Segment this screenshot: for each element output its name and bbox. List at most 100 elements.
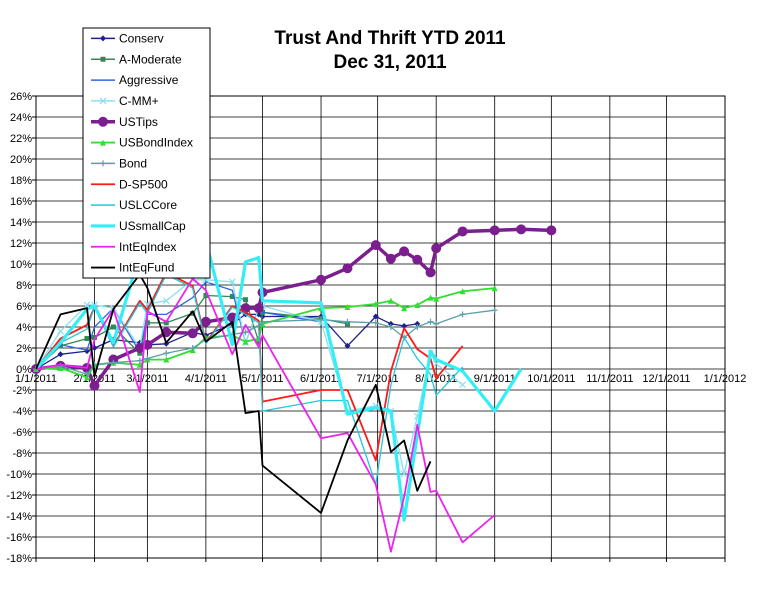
data-point bbox=[200, 316, 211, 327]
data-point bbox=[163, 320, 169, 326]
data-point bbox=[459, 288, 466, 295]
data-point bbox=[203, 293, 209, 298]
legend-item: D-SP500 bbox=[91, 177, 168, 191]
data-point bbox=[163, 350, 170, 357]
data-point bbox=[144, 355, 151, 362]
y-tick-label: -18% bbox=[6, 553, 32, 565]
data-point bbox=[370, 240, 381, 251]
data-point bbox=[187, 328, 198, 339]
data-point bbox=[433, 295, 440, 302]
data-point bbox=[546, 225, 557, 236]
data-point bbox=[433, 320, 440, 327]
data-point bbox=[100, 160, 106, 167]
series-line bbox=[35, 313, 418, 370]
data-point bbox=[92, 335, 98, 340]
legend-label: A-Moderate bbox=[119, 52, 182, 66]
data-point bbox=[256, 339, 262, 345]
data-point bbox=[162, 297, 170, 305]
data-point bbox=[459, 311, 466, 318]
y-tick-label: -8% bbox=[12, 448, 32, 460]
legend-label: IntEqIndex bbox=[119, 240, 176, 254]
data-point bbox=[372, 313, 379, 320]
data-point bbox=[427, 294, 434, 301]
series-inteqindex bbox=[35, 277, 496, 553]
data-point bbox=[100, 139, 106, 146]
data-point bbox=[516, 224, 527, 235]
y-tick-label: 20% bbox=[10, 154, 32, 166]
data-point bbox=[100, 35, 106, 42]
data-point bbox=[253, 303, 264, 314]
x-tick-label: 1/1/2012 bbox=[704, 373, 747, 385]
x-tick-label: 4/1/2011 bbox=[185, 373, 227, 385]
data-point bbox=[110, 359, 117, 366]
series-ustips bbox=[31, 224, 557, 391]
data-point bbox=[98, 116, 108, 127]
data-point bbox=[137, 350, 143, 356]
y-tick-label: 12% bbox=[10, 238, 32, 250]
y-tick-label: 8% bbox=[16, 280, 32, 292]
y-tick-label: 4% bbox=[16, 322, 32, 334]
x-tick-label: 6/1/2011 bbox=[300, 373, 342, 385]
data-point bbox=[259, 318, 266, 325]
data-point bbox=[387, 297, 394, 304]
data-point bbox=[136, 361, 143, 368]
data-point bbox=[387, 320, 394, 327]
data-point bbox=[83, 374, 90, 381]
data-point bbox=[489, 225, 500, 236]
x-tick-label: 10/1/2011 bbox=[527, 373, 575, 385]
y-tick-label: 18% bbox=[10, 175, 32, 187]
data-point bbox=[372, 300, 379, 307]
data-point bbox=[344, 318, 351, 325]
data-point bbox=[385, 253, 396, 264]
data-point bbox=[427, 318, 434, 325]
y-tick-label: 24% bbox=[10, 112, 32, 124]
data-point bbox=[412, 254, 423, 265]
x-tick-label: 5/1/2011 bbox=[242, 373, 284, 385]
data-point bbox=[242, 329, 249, 336]
series-group bbox=[31, 217, 557, 553]
data-point bbox=[189, 345, 196, 351]
data-point bbox=[242, 338, 249, 345]
data-point bbox=[57, 327, 64, 335]
legend-label: IntEqFund bbox=[119, 261, 174, 275]
data-point bbox=[99, 97, 107, 105]
y-tick-label: -12% bbox=[6, 490, 32, 502]
data-point bbox=[229, 294, 235, 300]
y-tick-label: 10% bbox=[10, 259, 32, 271]
data-point bbox=[344, 304, 351, 311]
series-line bbox=[35, 273, 432, 514]
legend-label: USsmallCap bbox=[119, 219, 186, 233]
data-point bbox=[84, 336, 90, 342]
legend-item: IntEqIndex bbox=[91, 240, 176, 254]
data-point bbox=[163, 356, 170, 363]
x-tick-label: 1/1/2011 bbox=[15, 373, 57, 385]
y-tick-label: 14% bbox=[10, 217, 32, 229]
data-point bbox=[342, 263, 353, 274]
y-tick-label: 0% bbox=[16, 364, 32, 376]
data-point bbox=[100, 56, 106, 62]
data-point bbox=[110, 324, 116, 330]
data-point bbox=[414, 324, 421, 330]
data-point bbox=[144, 320, 150, 326]
legend-item: USsmallCap bbox=[91, 219, 186, 233]
series-inteqfund bbox=[35, 273, 432, 514]
legend-label: Bond bbox=[119, 156, 147, 170]
x-tick-label: 12/1/2011 bbox=[642, 373, 690, 385]
chart-title: Trust And Thrift YTD 2011 bbox=[274, 28, 506, 49]
data-point bbox=[136, 357, 143, 364]
data-point bbox=[89, 380, 100, 391]
y-tick-label: 22% bbox=[10, 133, 32, 145]
data-point bbox=[387, 324, 394, 330]
data-point bbox=[316, 274, 327, 285]
y-axis: 26% 24% 22% 20% 18% 16% 14% 12% 10% 8% 6% 4% 2% 0% -2%… bbox=[6, 91, 36, 565]
y-tick-label: -10% bbox=[6, 469, 32, 481]
y-tick-label: 2% bbox=[16, 343, 32, 355]
y-tick-label: -14% bbox=[6, 511, 32, 523]
y-tick-label: -6% bbox=[12, 427, 32, 439]
data-point bbox=[83, 371, 90, 378]
y-tick-label: 26% bbox=[10, 91, 32, 103]
legend-item: USLCCore bbox=[91, 198, 177, 212]
legend-label: C-MM+ bbox=[119, 94, 159, 108]
x-tick-label: 11/1/2011 bbox=[586, 373, 633, 385]
